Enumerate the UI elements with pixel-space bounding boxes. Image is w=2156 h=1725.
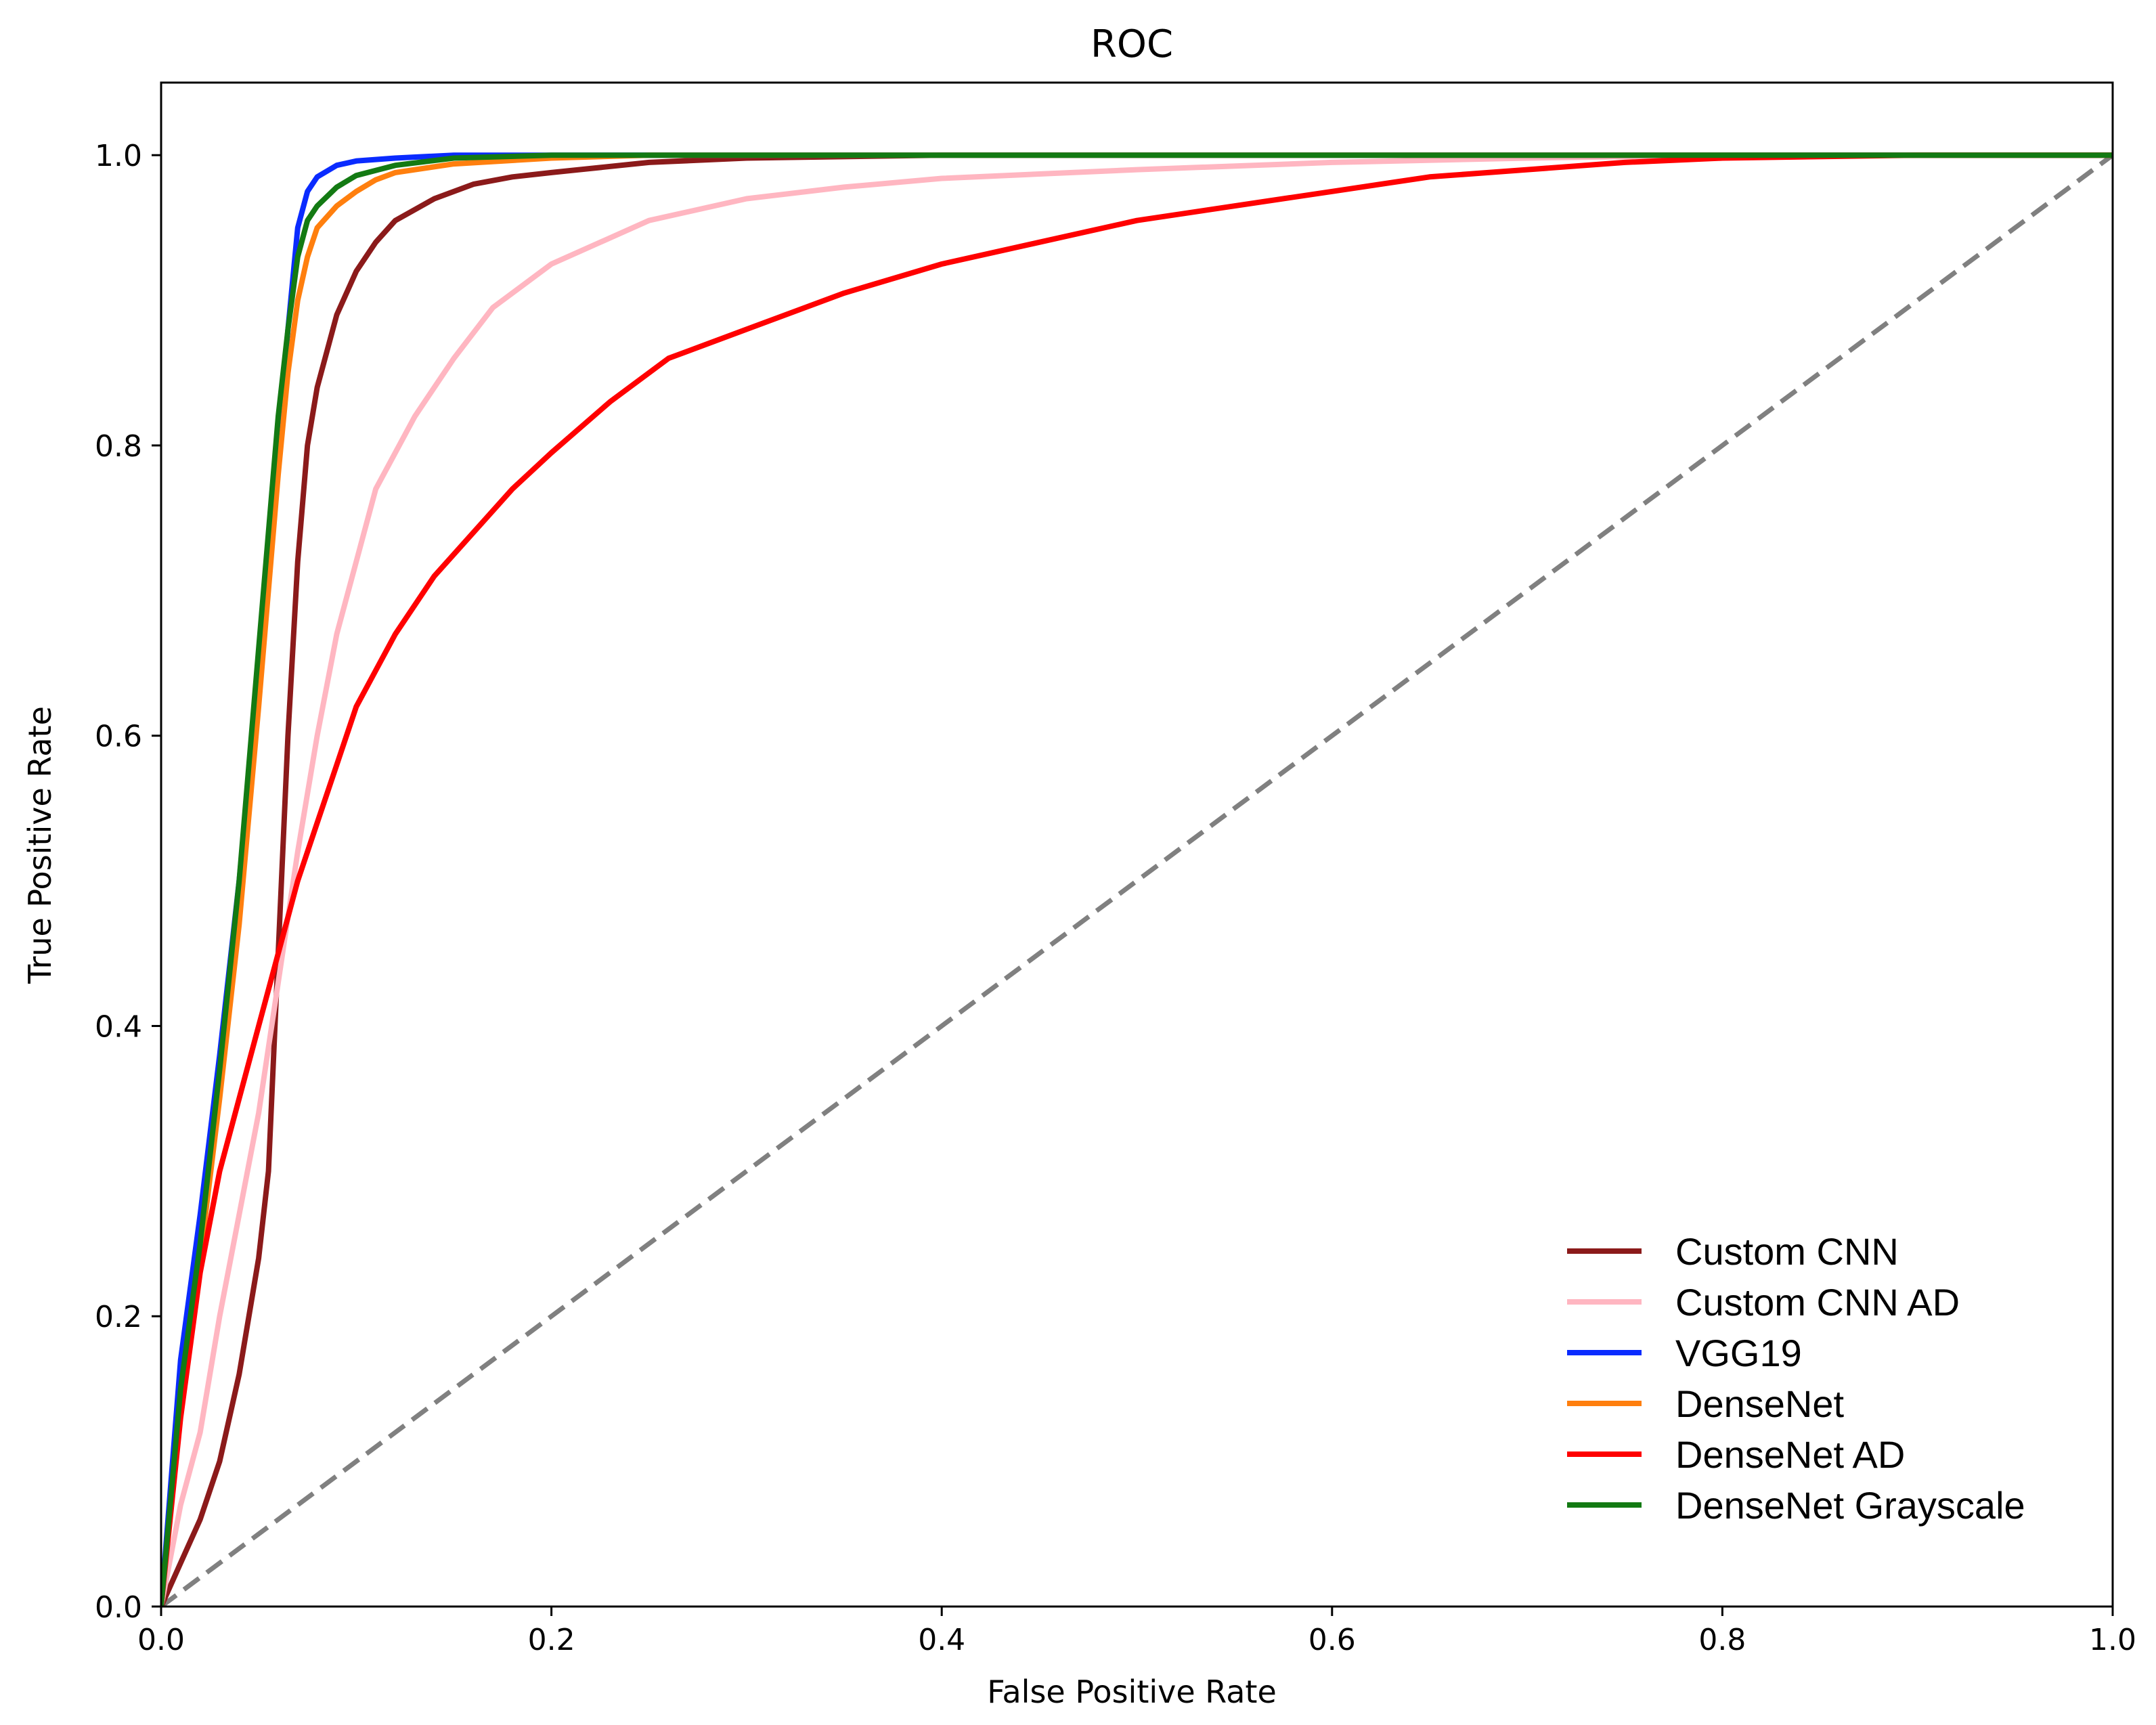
x-tick-label: 0.8 [1698,1623,1746,1657]
legend-label-5: DenseNet Grayscale [1675,1484,2025,1527]
y-axis-ticks: 0.0 0.2 0.4 0.6 0.8 1.0 [95,139,161,1625]
y-tick-label: 0.0 [95,1590,142,1625]
series-line-0 [161,152,2113,1607]
plot-area [161,152,2113,1607]
y-tick-label: 0.4 [95,1009,142,1044]
x-tick-label: 0.6 [1308,1623,1356,1657]
legend: Custom CNN Custom CNN AD VGG19 DenseNet Dens… [1567,1230,2025,1527]
legend-label-4: DenseNet AD [1675,1433,1905,1476]
reference-line-layer [161,153,2113,1607]
y-tick-label: 0.2 [95,1300,142,1334]
series-line-4 [161,152,2113,1607]
legend-label-0: Custom CNN [1675,1230,1899,1273]
y-tick-label: 0.8 [95,429,142,464]
legend-label-2: VGG19 [1675,1332,1802,1374]
y-tick-label: 1.0 [95,139,142,173]
legend-label-3: DenseNet [1675,1382,1844,1425]
x-axis-ticks: 0.0 0.2 0.4 0.6 0.8 1.0 [137,1607,2136,1657]
reference-diagonal-line [161,153,2113,1607]
legend-label-1: Custom CNN AD [1675,1281,1960,1324]
x-tick-label: 0.2 [528,1623,575,1657]
x-axis-label: False Positive Rate [987,1674,1277,1710]
x-tick-label: 1.0 [2089,1623,2136,1657]
series-line-1 [161,152,2113,1607]
x-tick-label: 0.4 [918,1623,965,1657]
y-axis-label: True Positive Rate [22,706,58,984]
plot-frame [160,81,2114,1608]
y-tick-label: 0.6 [95,720,142,754]
series-layer [161,152,2113,1607]
chart-title: ROC [1091,22,1173,66]
series-line-5 [161,152,2113,1607]
x-tick-label: 0.0 [137,1623,185,1657]
